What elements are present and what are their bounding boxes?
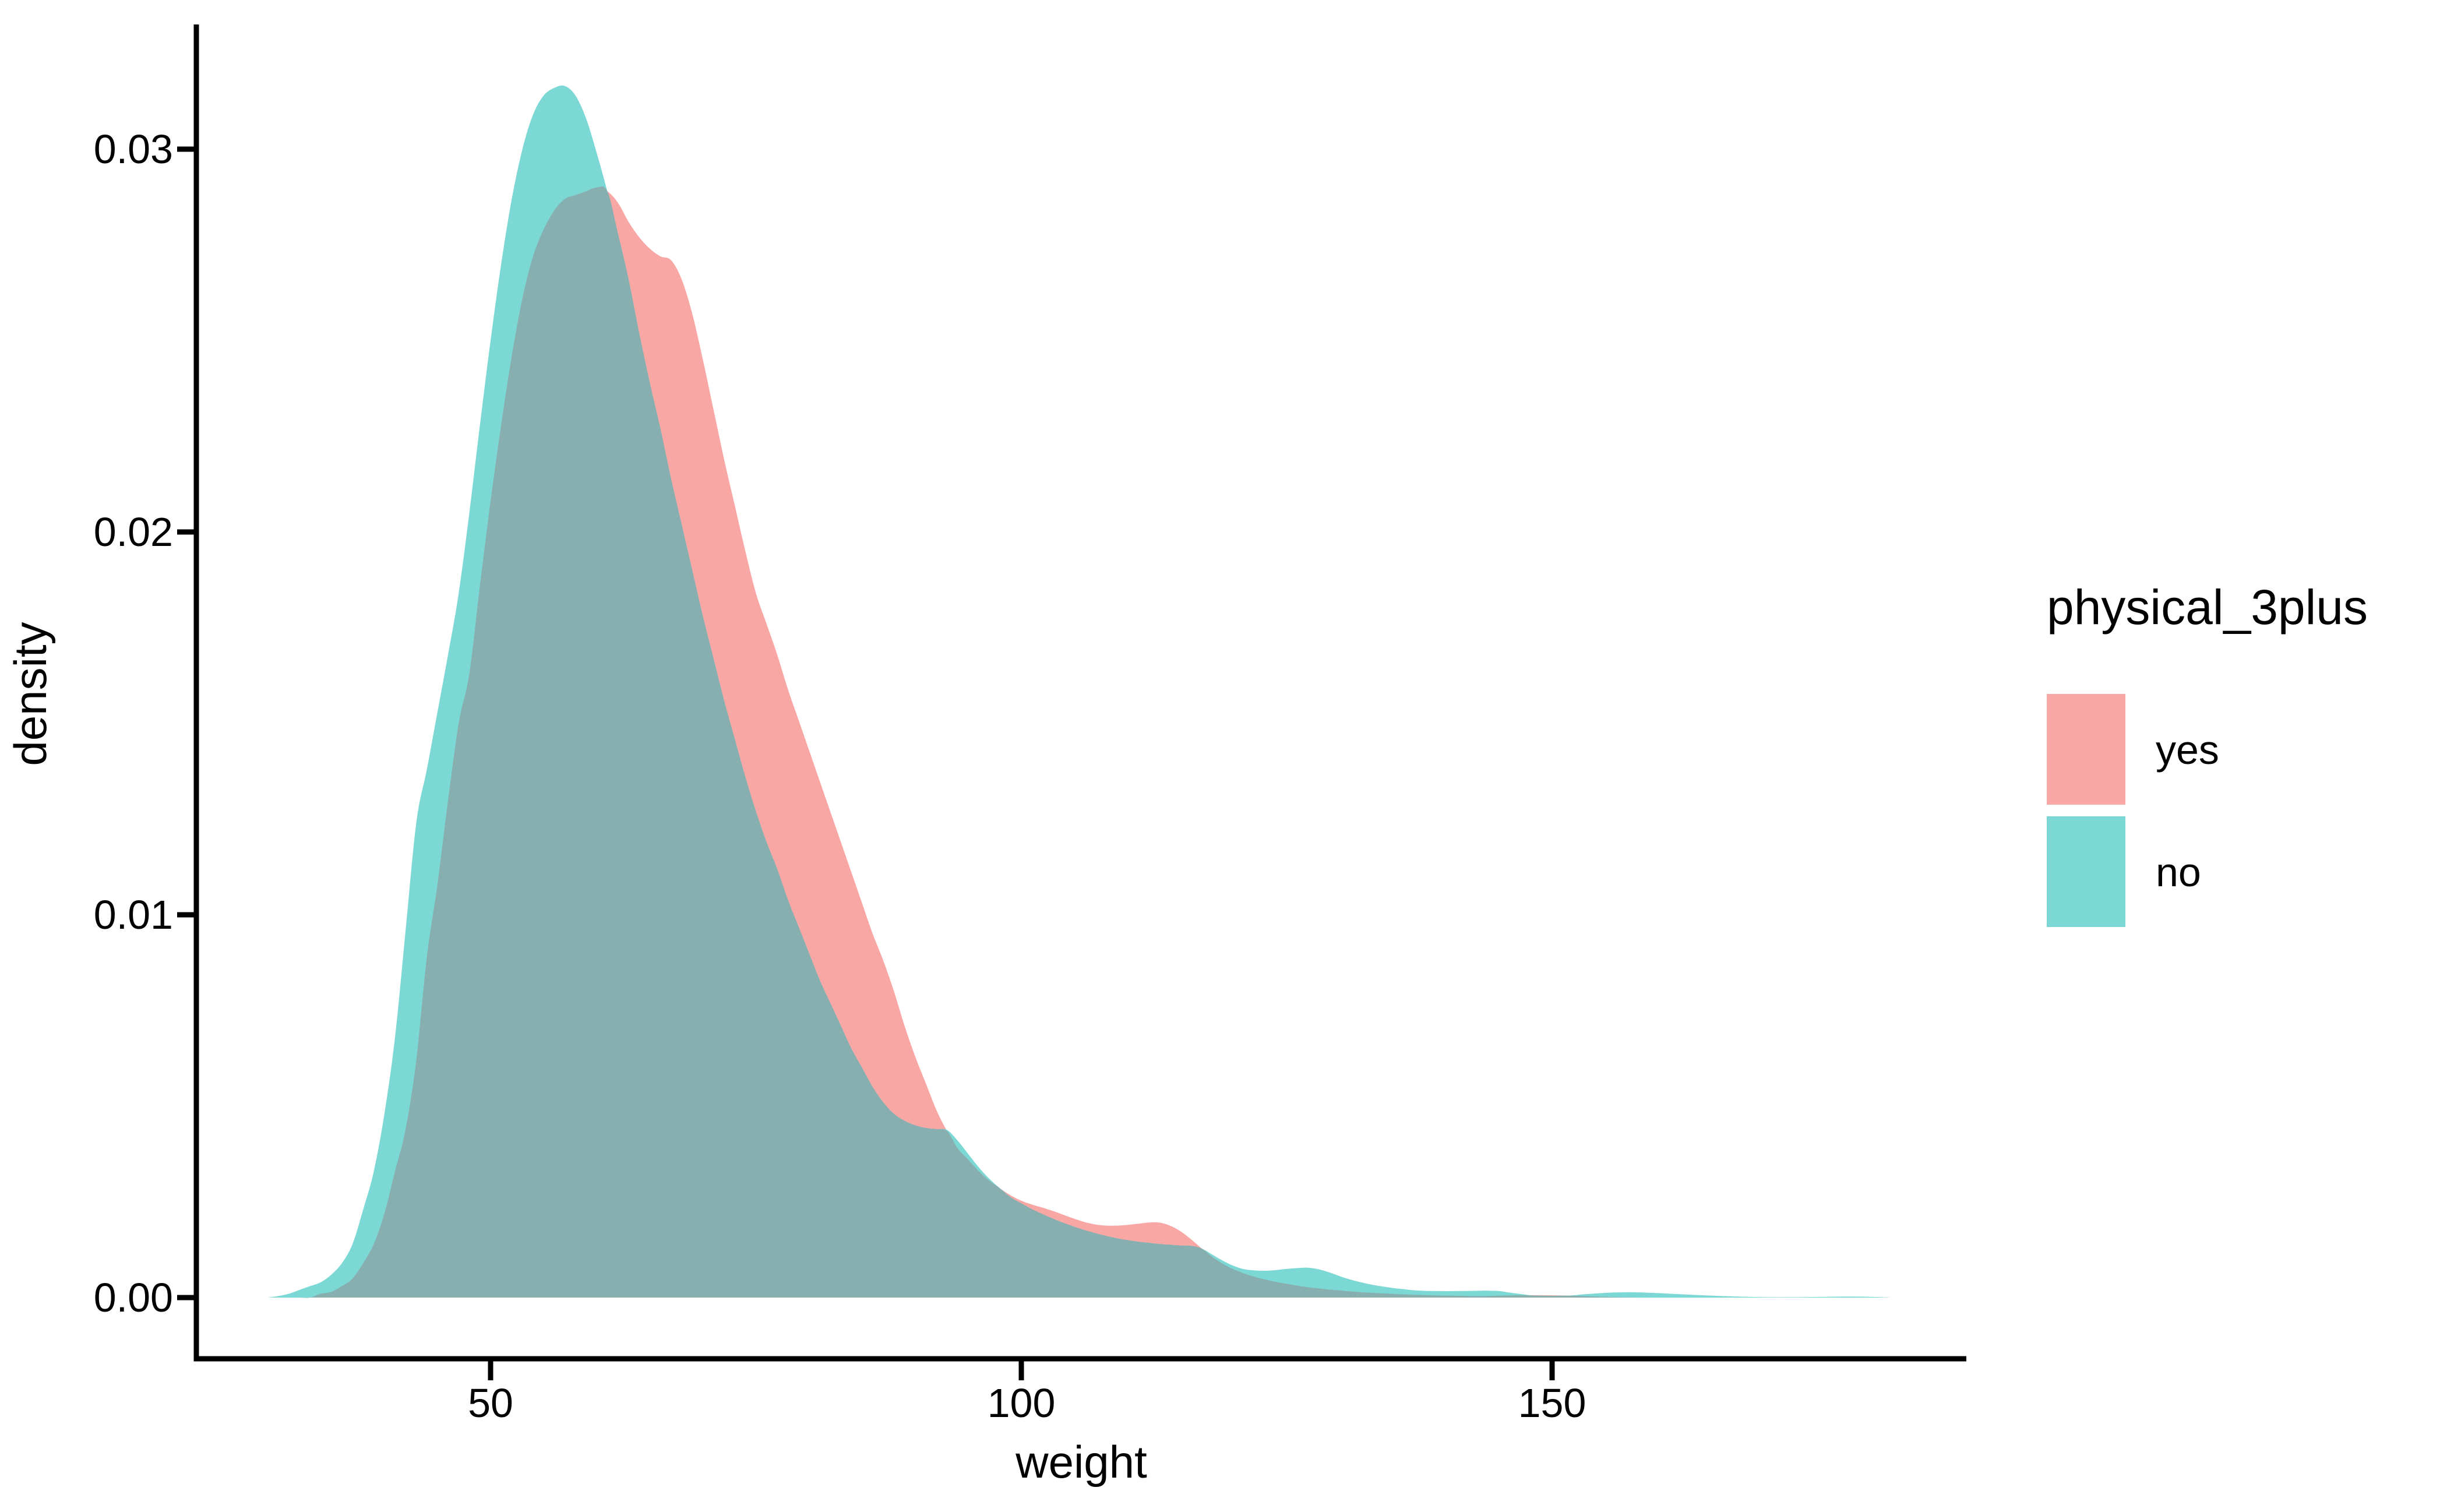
x-tick-label: 100 <box>987 1380 1056 1426</box>
legend-key-no <box>2047 816 2125 927</box>
y-axis-title: density <box>5 622 56 766</box>
density-area-overlap <box>267 186 1892 1298</box>
legend-key-yes <box>2047 694 2125 805</box>
y-tick-label: 0.00 <box>93 1275 173 1320</box>
y-tick-label: 0.03 <box>93 126 173 172</box>
legend: physical_3plus yes no <box>2028 571 2435 967</box>
y-tick-label: 0.01 <box>93 892 173 937</box>
x-tick-label: 50 <box>468 1380 513 1426</box>
x-tick-label: 150 <box>1518 1380 1586 1426</box>
legend-label-yes: yes <box>2156 727 2219 773</box>
y-tick-label: 0.02 <box>93 509 173 555</box>
x-axis-title: weight <box>1016 1436 1147 1488</box>
legend-title: physical_3plus <box>2047 580 2368 635</box>
legend-label-no: no <box>2156 850 2201 895</box>
